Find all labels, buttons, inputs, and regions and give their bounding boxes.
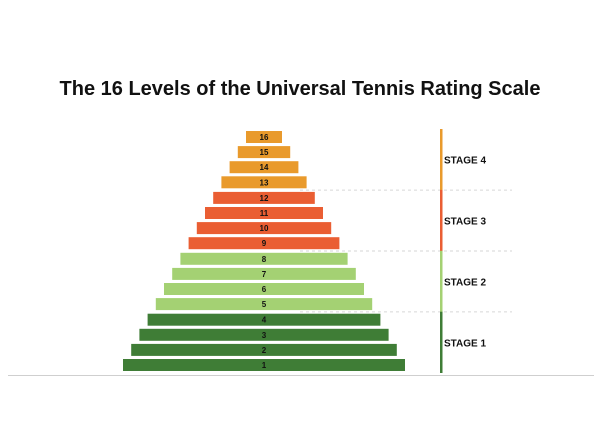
stage-indicator-4 (440, 129, 443, 191)
level-label-12: 12 (260, 194, 269, 203)
stage-indicator-2 (440, 250, 443, 313)
stage-label: STAGE 4 (444, 156, 486, 167)
level-label-14: 14 (260, 163, 269, 172)
level-label-1: 1 (262, 361, 267, 370)
stage-label: STAGE 3 (444, 217, 486, 228)
level-bar-3 (139, 328, 389, 341)
level-label-16: 16 (260, 133, 269, 142)
level-bar-10 (196, 222, 332, 235)
level-bar-14 (229, 161, 299, 174)
level-label-2: 2 (262, 346, 267, 355)
level-label-9: 9 (262, 239, 267, 248)
level-label-5: 5 (262, 300, 267, 309)
stage-label: STAGE 1 (444, 338, 486, 349)
level-bar-11 (205, 207, 323, 219)
level-bar-12 (213, 191, 315, 204)
level-label-3: 3 (262, 331, 267, 340)
level-bar-8 (180, 252, 348, 265)
level-label-15: 15 (260, 148, 269, 157)
level-bar-13 (221, 176, 307, 189)
level-bar-7 (172, 267, 356, 280)
level-label-7: 7 (262, 270, 267, 279)
stage-label: STAGE 2 (444, 277, 486, 288)
stage-indicator-1 (440, 311, 443, 373)
level-bar-16 (246, 131, 282, 143)
stage-indicator-3 (440, 189, 443, 252)
level-label-13: 13 (260, 178, 269, 187)
level-label-8: 8 (262, 255, 267, 264)
level-bar-4 (147, 313, 381, 326)
level-bar-1 (123, 359, 405, 371)
level-label-6: 6 (262, 285, 267, 294)
level-bar-15 (237, 146, 291, 159)
level-bar-2 (131, 343, 397, 356)
level-bar-9 (188, 237, 340, 250)
level-label-4: 4 (262, 316, 267, 325)
level-label-10: 10 (260, 224, 269, 233)
diagram-title: The 16 Levels of the Universal Tennis Ra… (59, 78, 541, 100)
level-bar-5 (155, 298, 373, 311)
level-label-11: 11 (260, 209, 269, 218)
level-bar-6 (164, 283, 364, 295)
